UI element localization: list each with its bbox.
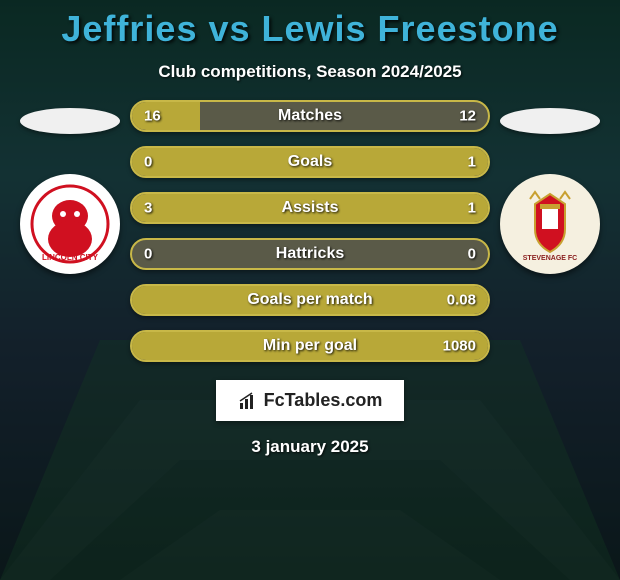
stat-value-left: 3 [144, 200, 152, 217]
stat-label: Hattricks [276, 245, 344, 263]
stat-value-right: 12 [459, 108, 476, 125]
stat-value-left: 0 [144, 246, 152, 263]
stat-bar: Min per goal 1080 [130, 330, 490, 362]
stat-value-right: 0 [468, 246, 476, 263]
date-label: 3 january 2025 [251, 437, 368, 457]
stat-label: Assists [282, 199, 339, 217]
player-left-column: LINCOLN CITY [10, 100, 130, 274]
stat-bar: Goals per match 0.08 [130, 284, 490, 316]
comparison-row: LINCOLN CITY Matches 16 12 Goals 0 1 Assists 3 1… [0, 100, 620, 362]
svg-text:STEVENAGE FC: STEVENAGE FC [523, 255, 577, 262]
stat-value-left: 16 [144, 108, 161, 125]
brand-chart-icon [238, 391, 258, 411]
brand-text: FcTables.com [264, 390, 383, 411]
stat-bar: Assists 3 1 [130, 192, 490, 224]
stat-value-left: 0 [144, 154, 152, 171]
stat-bar: Hattricks 0 0 [130, 238, 490, 270]
stat-label: Goals per match [247, 291, 372, 309]
player-left-flag [20, 108, 120, 134]
stat-label: Matches [278, 107, 342, 125]
stat-value-right: 1 [468, 200, 476, 217]
svg-text:LINCOLN CITY: LINCOLN CITY [42, 253, 99, 262]
stat-value-right: 1 [468, 154, 476, 171]
player-right-column: STEVENAGE FC [490, 100, 610, 274]
stat-value-right: 1080 [443, 338, 476, 355]
page-title: Jeffries vs Lewis Freestone [61, 8, 558, 50]
stats-bars: Matches1612Goals01Assists31Hattricks00Go… [130, 100, 490, 362]
stat-bar: Goals 0 1 [130, 146, 490, 178]
player-right-club-logo: STEVENAGE FC [500, 174, 600, 274]
stat-label: Goals [288, 153, 332, 171]
stat-value-right: 0.08 [447, 292, 476, 309]
brand-watermark: FcTables.com [216, 380, 405, 421]
player-right-flag [500, 108, 600, 134]
subtitle: Club competitions, Season 2024/2025 [158, 62, 461, 82]
player-left-club-logo: LINCOLN CITY [20, 174, 120, 274]
stat-bar: Matches 16 12 [130, 100, 490, 132]
bar-left-fill [132, 102, 200, 130]
stat-label: Min per goal [263, 337, 357, 355]
